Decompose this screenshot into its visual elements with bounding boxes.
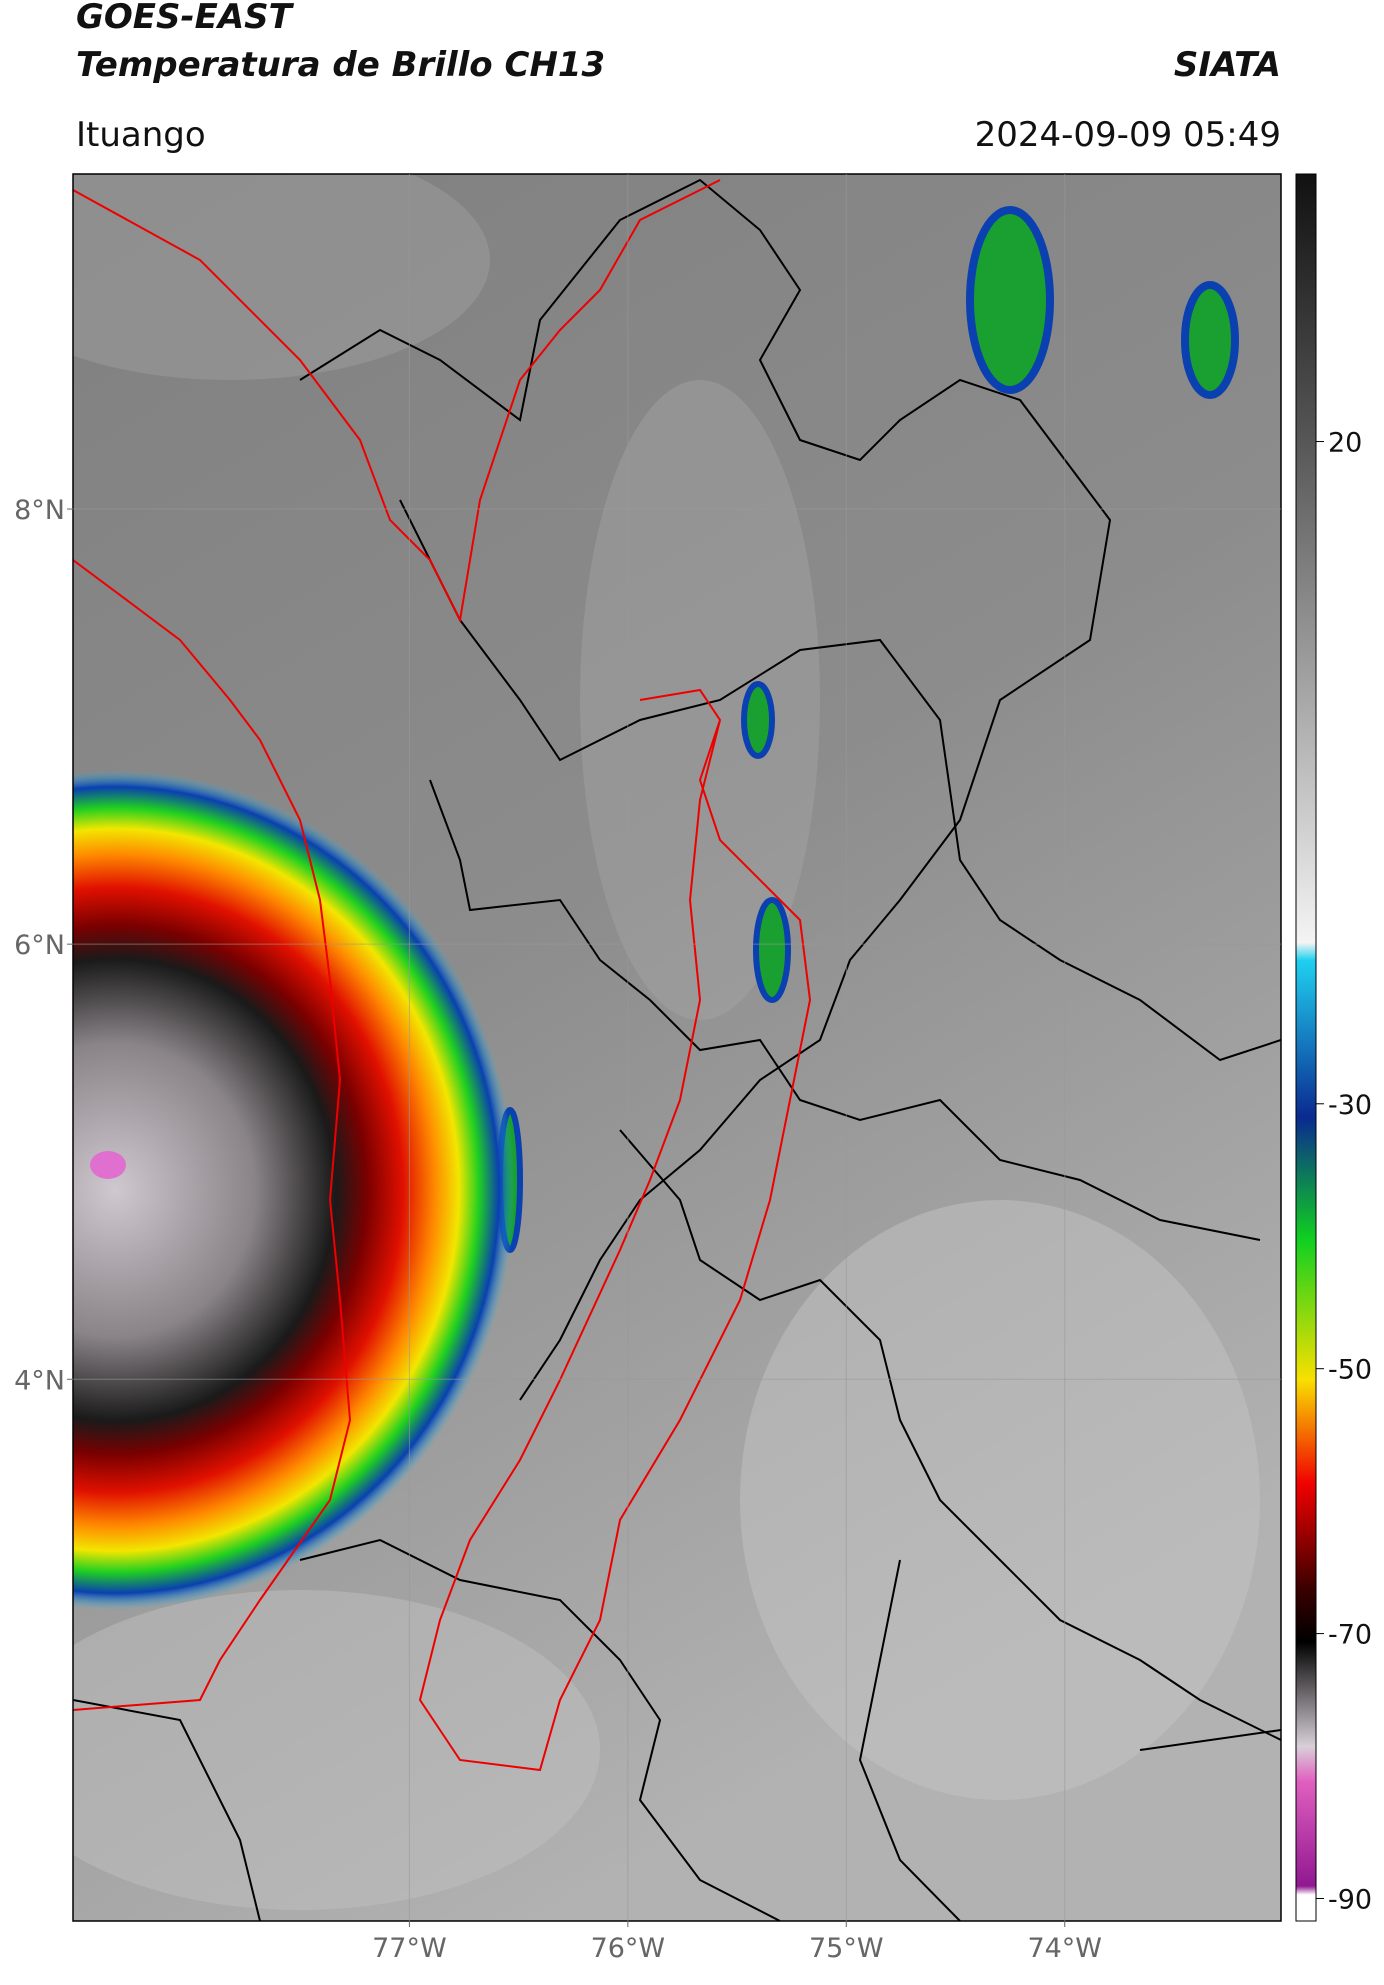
colorbar-tick-label: -70 — [1328, 1620, 1372, 1651]
title: GOES-EAST — [76, 0, 295, 37]
x-tick-label: 77°W — [372, 1933, 447, 1964]
x-tick-label: 76°W — [591, 1933, 666, 1964]
colorbar-tick-label: 20 — [1328, 428, 1362, 459]
region: Ituango — [76, 115, 206, 155]
x-tick-label: 75°W — [809, 1933, 884, 1964]
colorbar — [1295, 173, 1317, 1922]
y-tick-label: 6°N — [14, 930, 65, 961]
source: SIATA — [1174, 45, 1281, 85]
colorbar-tick-label: -30 — [1328, 1090, 1372, 1121]
subtitle: Temperatura de Brillo CH13 — [76, 45, 605, 85]
map-frame — [72, 173, 1282, 1922]
colorbar-tick-label: -90 — [1328, 1884, 1372, 1915]
colorbar-tick-label: -50 — [1328, 1355, 1372, 1386]
datetime: 2024-09-09 05:49 — [975, 115, 1281, 155]
x-tick-label: 74°W — [1027, 1933, 1102, 1964]
satellite-image — [73, 174, 1281, 1921]
y-tick-label: 8°N — [14, 495, 65, 526]
y-tick-label: 4°N — [14, 1365, 65, 1396]
